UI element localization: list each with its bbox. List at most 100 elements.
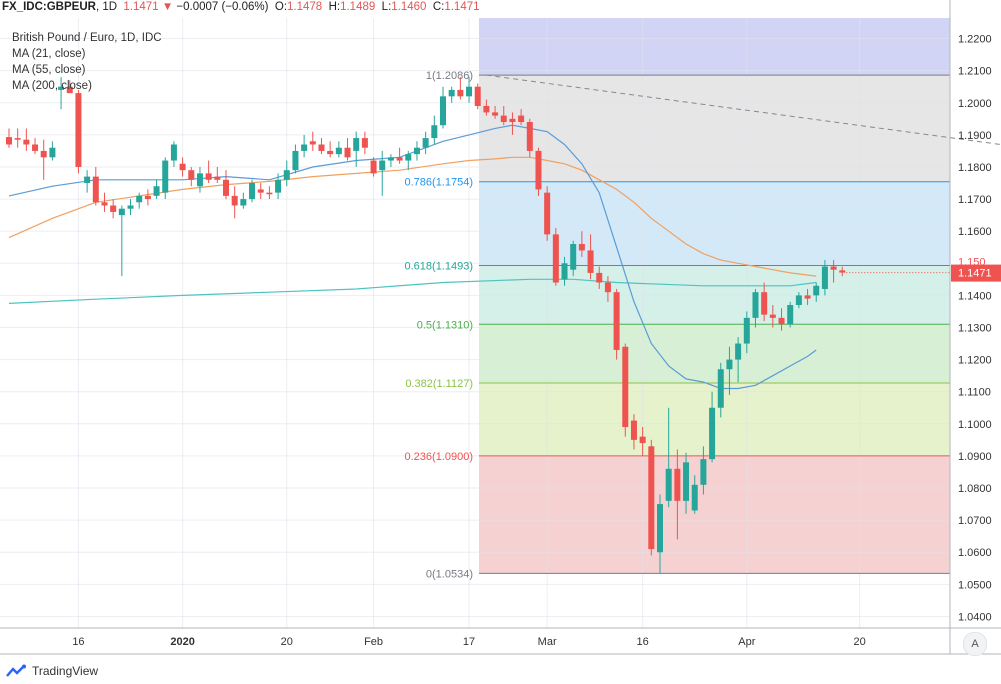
candle: [683, 452, 690, 514]
candle-body: [769, 314, 776, 318]
candle: [84, 170, 91, 193]
fib-level-label: 0.618(1.1493): [405, 261, 474, 273]
candle-body: [500, 115, 507, 123]
candle: [196, 166, 203, 193]
candle-body: [492, 112, 499, 116]
candle: [674, 449, 681, 540]
fibonacci-levels[interactable]: 1(1.2086) 0.786(1.1754) 0.618(1.1493) 0.5(1…: [405, 70, 951, 580]
time-tick-label: Apr: [738, 636, 755, 648]
auto-scale-button[interactable]: A: [963, 632, 987, 656]
candle-body: [578, 244, 585, 251]
candle-body: [223, 179, 229, 196]
candle-body: [162, 160, 169, 193]
candle-body: [257, 189, 264, 193]
candle-body: [821, 266, 828, 289]
fibonacci-fills: [479, 18, 950, 574]
candle-body: [830, 266, 837, 270]
time-tick-label: Feb: [364, 636, 383, 648]
candle: [205, 160, 212, 184]
last-price-badge: 1.1471: [958, 268, 992, 280]
candle: [552, 227, 559, 286]
candle-body: [413, 147, 420, 155]
candle-body: [561, 263, 568, 280]
candle: [275, 173, 282, 200]
candle-body: [448, 89, 455, 97]
candle: [266, 186, 273, 200]
candle-body: [535, 150, 542, 190]
legend-ma200[interactable]: MA (200, close): [12, 80, 92, 92]
candle: [231, 186, 238, 219]
candle-body: [309, 141, 316, 145]
candle-body: [709, 407, 716, 460]
candle-body: [761, 292, 768, 315]
high-label: H:: [328, 1, 341, 13]
chart-title[interactable]: British Pound / Euro, 1D, IDC: [12, 32, 162, 44]
candle-body: [170, 144, 177, 161]
candle: [544, 186, 551, 241]
candle-body: [787, 305, 794, 325]
legend-ma55[interactable]: MA (55, close): [12, 64, 86, 76]
time-tick-label: 2020: [170, 636, 194, 648]
candle-body: [596, 272, 603, 283]
candle: [596, 266, 603, 289]
price-tick-label: 1.0900: [958, 451, 992, 463]
candle: [500, 105, 507, 126]
candle-body: [32, 144, 39, 151]
price-tick-label: 1.0600: [958, 547, 992, 559]
candle: [23, 128, 30, 151]
candle-body: [6, 137, 12, 145]
candle-body: [214, 176, 221, 180]
candle-body: [483, 105, 490, 113]
fib-level-label: 0.382(1.1127): [405, 378, 473, 390]
legend-ma21[interactable]: MA (21, close): [12, 48, 86, 60]
candle: [535, 147, 542, 196]
candle: [709, 391, 716, 463]
candle: [110, 199, 117, 219]
fib-level-label: 1(1.2086): [426, 70, 473, 82]
price-tick-label: 1.1900: [958, 130, 992, 142]
symbol-name: FX_IDC:GBPEUR: [2, 1, 96, 13]
candle: [813, 282, 820, 302]
trendline[interactable]: [486, 74, 1001, 148]
candle: [604, 276, 611, 302]
candle: [804, 288, 811, 306]
candle: [14, 128, 21, 148]
candle: [743, 311, 750, 354]
candle-body: [318, 144, 325, 151]
candle-body: [405, 154, 412, 161]
price-tick-label: 1.0800: [958, 483, 992, 495]
tradingview-branding[interactable]: TradingView: [6, 661, 98, 681]
grid: [0, 18, 950, 628]
candle: [639, 427, 646, 456]
candle-body: [604, 282, 611, 293]
candle-body: [118, 208, 125, 216]
candle: [457, 77, 464, 100]
candle-body: [544, 192, 551, 235]
last-price-badge-bg: [951, 264, 1001, 282]
axes: 1.0400 1.0500 1.0600 1.0700 1.0800 1.0900 1.10…: [0, 0, 1001, 655]
ma21-line: [8, 124, 817, 390]
candle-body: [353, 138, 360, 151]
candle-body: [474, 86, 481, 106]
candle-body: [752, 292, 759, 318]
candle: [40, 139, 47, 180]
trendline-dashed[interactable]: [486, 74, 1001, 148]
candle: [58, 77, 65, 110]
candle: [75, 89, 82, 174]
candle: [6, 128, 12, 148]
candle: [353, 131, 360, 167]
fib-level-label: 0.236(1.0900): [405, 451, 474, 463]
price-tick-label: 1.1300: [958, 322, 992, 334]
indicator-legend: British Pound / Euro, 1D, IDC MA (21, cl…: [12, 30, 162, 94]
fib-level-label: 0(1.0534): [426, 568, 473, 580]
tradingview-logo-icon: [6, 664, 26, 677]
candle: [361, 131, 368, 155]
candle-body: [795, 295, 802, 306]
candle-body: [136, 195, 143, 203]
candle-body: [58, 86, 65, 90]
candle-body: [49, 147, 56, 158]
candle: [179, 157, 186, 177]
price-tick-label: 1.0400: [958, 611, 992, 623]
change-value: −0.0007 (−0.06%): [176, 1, 269, 13]
